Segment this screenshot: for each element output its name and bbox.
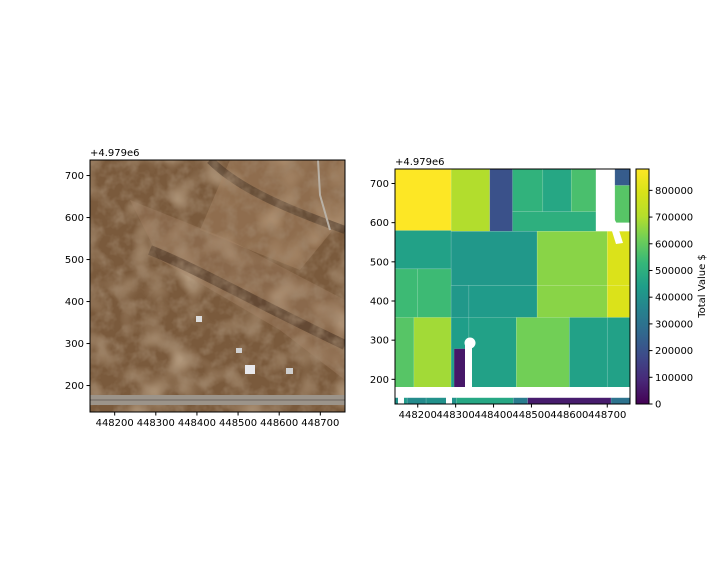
colorbar-tick-label: 0 xyxy=(655,400,661,411)
parcel-cell xyxy=(512,169,544,212)
left-x-ticks: 448200 448300 448400 448500 448600 448700 xyxy=(96,412,339,429)
right-x-ticks: 448200 448300 448400 448500 448600 448700 xyxy=(399,404,626,421)
right-x-tick-label: 448500 xyxy=(512,410,550,421)
colorbar-tick-label: 100000 xyxy=(655,373,693,384)
colorbar-tick-label: 300000 xyxy=(655,319,693,330)
parcel-cell xyxy=(610,397,630,404)
parcel-cell xyxy=(450,285,470,318)
parcel-cell xyxy=(569,317,608,391)
left-y-tick-label: 700 xyxy=(65,171,84,182)
colorbar-tick-label: 200000 xyxy=(655,346,693,357)
parcel-cell xyxy=(395,317,415,391)
parcel-cell xyxy=(536,285,608,318)
left-x-tick-label: 448300 xyxy=(137,418,175,429)
parcel-cell xyxy=(606,317,630,391)
parcel-cell xyxy=(406,397,427,404)
left-y-tick-label: 600 xyxy=(65,213,84,224)
left-y-tick-label: 200 xyxy=(65,381,84,392)
left-x-tick-label: 448400 xyxy=(178,418,216,429)
left-y-tick-label: 300 xyxy=(65,339,84,350)
left-x-tick-label: 448700 xyxy=(301,418,339,429)
right-y-tick-label: 600 xyxy=(370,218,389,229)
road-gaps xyxy=(395,169,630,404)
parcel-cell xyxy=(515,317,570,391)
parcel-cell xyxy=(417,268,452,318)
colorbar-tick-label: 500000 xyxy=(655,266,693,277)
parcel-cell xyxy=(450,230,538,286)
parcel-cell xyxy=(512,397,528,404)
parcel-cell xyxy=(614,185,630,223)
parcel-cell xyxy=(395,230,452,270)
parcel-cell xyxy=(450,169,491,232)
left-x-tick-label: 448200 xyxy=(96,418,134,429)
aerial-image-axes: +4.979e6 448200 448300 448400 448500 448600 4… xyxy=(65,148,346,429)
parcel-cell xyxy=(413,317,452,391)
parcel-cell xyxy=(468,317,517,391)
right-x-tick-label: 448200 xyxy=(399,410,437,421)
parcel-cell xyxy=(527,397,612,404)
parcel-cells xyxy=(395,169,630,404)
left-y-tick-label: 500 xyxy=(65,255,84,266)
parcel-cell xyxy=(395,268,419,318)
colorbar-ticks: 0 100000 200000 300000 400000 500000 600000 700… xyxy=(649,186,693,411)
colorbar-tick-label: 600000 xyxy=(655,239,693,250)
parcel-cell xyxy=(606,285,630,318)
colorbar-label: Total Value $ xyxy=(697,254,708,319)
colorbar-gradient xyxy=(636,169,649,404)
parcel-cell xyxy=(542,169,572,212)
parcel-cell xyxy=(536,230,608,286)
right-x-tick-label: 448300 xyxy=(437,410,475,421)
parcel-map-axes: +4.979e6 448200 448300 448400 448500 448600 4… xyxy=(370,157,631,421)
right-x-tick-label: 448700 xyxy=(588,410,626,421)
parcel-cell xyxy=(570,169,597,212)
left-x-tick-label: 448500 xyxy=(219,418,257,429)
right-y-tick-label: 700 xyxy=(370,179,389,190)
right-y-tick-label: 400 xyxy=(370,296,389,307)
colorbar-tick-label: 800000 xyxy=(655,186,693,197)
right-x-tick-label: 448400 xyxy=(474,410,512,421)
left-x-tick-label: 448600 xyxy=(260,418,298,429)
parcel-cell xyxy=(395,169,452,231)
colorbar: 0 100000 200000 300000 400000 500000 600000 700… xyxy=(635,168,708,411)
colorbar-tick-label: 700000 xyxy=(655,213,693,224)
parcel-cell xyxy=(512,211,597,232)
right-x-tick-label: 448600 xyxy=(550,410,588,421)
left-y-ticks: 200 300 400 500 600 700 xyxy=(65,171,90,392)
parcel-cell xyxy=(614,169,630,186)
left-y-tick-label: 400 xyxy=(65,297,84,308)
left-offset-label: +4.979e6 xyxy=(90,148,140,159)
right-y-tick-label: 300 xyxy=(370,336,389,347)
right-y-ticks: 200 300 400 500 600 700 xyxy=(370,179,395,386)
parcel-cell xyxy=(489,169,513,232)
right-y-tick-label: 200 xyxy=(370,375,389,386)
right-offset-label: +4.979e6 xyxy=(395,157,445,168)
parcel-cell xyxy=(468,285,538,318)
colorbar-tick-label: 400000 xyxy=(655,293,693,304)
parcel-cell xyxy=(456,397,514,404)
right-y-tick-label: 500 xyxy=(370,257,389,268)
aerial-photo xyxy=(90,160,345,412)
